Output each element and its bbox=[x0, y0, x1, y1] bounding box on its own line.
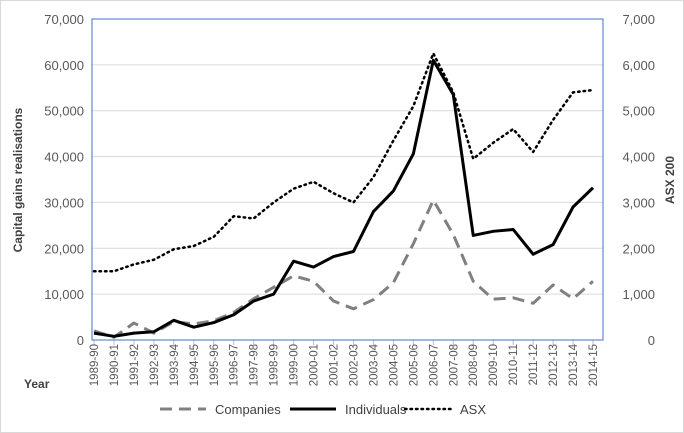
x-tick-label: 1997-98 bbox=[249, 344, 261, 386]
x-tick-label: 1992-93 bbox=[149, 344, 161, 386]
plot-area-border bbox=[91, 18, 604, 341]
y-tick-label: 20,000 bbox=[44, 241, 84, 256]
series-line-companies bbox=[93, 198, 594, 339]
x-tick-label: 2013-14 bbox=[568, 343, 580, 386]
x-tick-label: 2000-01 bbox=[309, 344, 321, 386]
x-tick-label: 1998-99 bbox=[269, 344, 281, 386]
x-tick-label: 2001-02 bbox=[329, 344, 341, 386]
series-line-individuals bbox=[93, 58, 595, 338]
x-tick-label: 2004-05 bbox=[388, 344, 400, 386]
x-tick-label: 2005-06 bbox=[408, 344, 420, 386]
y-axis-label: Capital gains realisations bbox=[11, 107, 25, 252]
legend: Companies Individuals ASX bbox=[160, 402, 486, 417]
y2-tick-label: 2,000 bbox=[622, 241, 655, 256]
y2-tick-label: 1,000 bbox=[622, 287, 655, 302]
x-tick-label: 1990-91 bbox=[109, 344, 121, 386]
x-tick-label: 1995-96 bbox=[209, 344, 221, 386]
x-tick-label: 1994-95 bbox=[189, 344, 201, 386]
y-tick-label: 0 bbox=[77, 333, 84, 348]
x-tick-label: 1993-94 bbox=[169, 343, 181, 386]
y-tick-label: 70,000 bbox=[44, 12, 84, 27]
x-tick-label: 2006-07 bbox=[428, 344, 440, 386]
x-tick-label: 1999-00 bbox=[289, 344, 301, 386]
y2-tick-label: 5,000 bbox=[622, 104, 655, 119]
x-tick-label: 2010-11 bbox=[508, 344, 520, 385]
x-tick-label: 2011-12 bbox=[528, 344, 540, 385]
y2-tick-label: 0 bbox=[648, 333, 655, 348]
legend-label: ASX bbox=[460, 402, 486, 417]
y2-tick-label: 4,000 bbox=[622, 150, 655, 165]
y2-axis-label: ASX 200 bbox=[663, 156, 677, 204]
x-tick-label: 2007-08 bbox=[448, 344, 460, 386]
y-tick-label: 60,000 bbox=[44, 58, 84, 73]
x-tick-label: 2002-03 bbox=[348, 344, 360, 386]
x-tick-label: 2008-09 bbox=[468, 344, 480, 386]
y-tick-label: 50,000 bbox=[44, 104, 84, 119]
x-tick-label: 1991-92 bbox=[129, 344, 141, 386]
x-tick-label: 1989-90 bbox=[89, 344, 101, 386]
x-tick-label: 2003-04 bbox=[368, 343, 380, 386]
y-tick-label: 40,000 bbox=[44, 150, 84, 165]
y2-tick-label: 7,000 bbox=[622, 12, 655, 27]
series-line-asx bbox=[92, 52, 595, 273]
y-tick-label: 10,000 bbox=[44, 287, 84, 302]
x-tick-label: 2012-13 bbox=[548, 344, 560, 386]
x-tick-label: 1996-97 bbox=[229, 344, 241, 386]
x-tick-label: 2009-10 bbox=[488, 344, 500, 386]
y-tick-label: 30,000 bbox=[44, 195, 84, 210]
x-axis-label: Year bbox=[24, 377, 50, 391]
legend-label: Individuals bbox=[345, 402, 407, 417]
y2-tick-label: 3,000 bbox=[622, 195, 655, 210]
legend-label: Companies bbox=[215, 402, 281, 417]
x-tick-label: 2014-15 bbox=[588, 344, 600, 386]
y2-tick-label: 6,000 bbox=[622, 58, 655, 73]
